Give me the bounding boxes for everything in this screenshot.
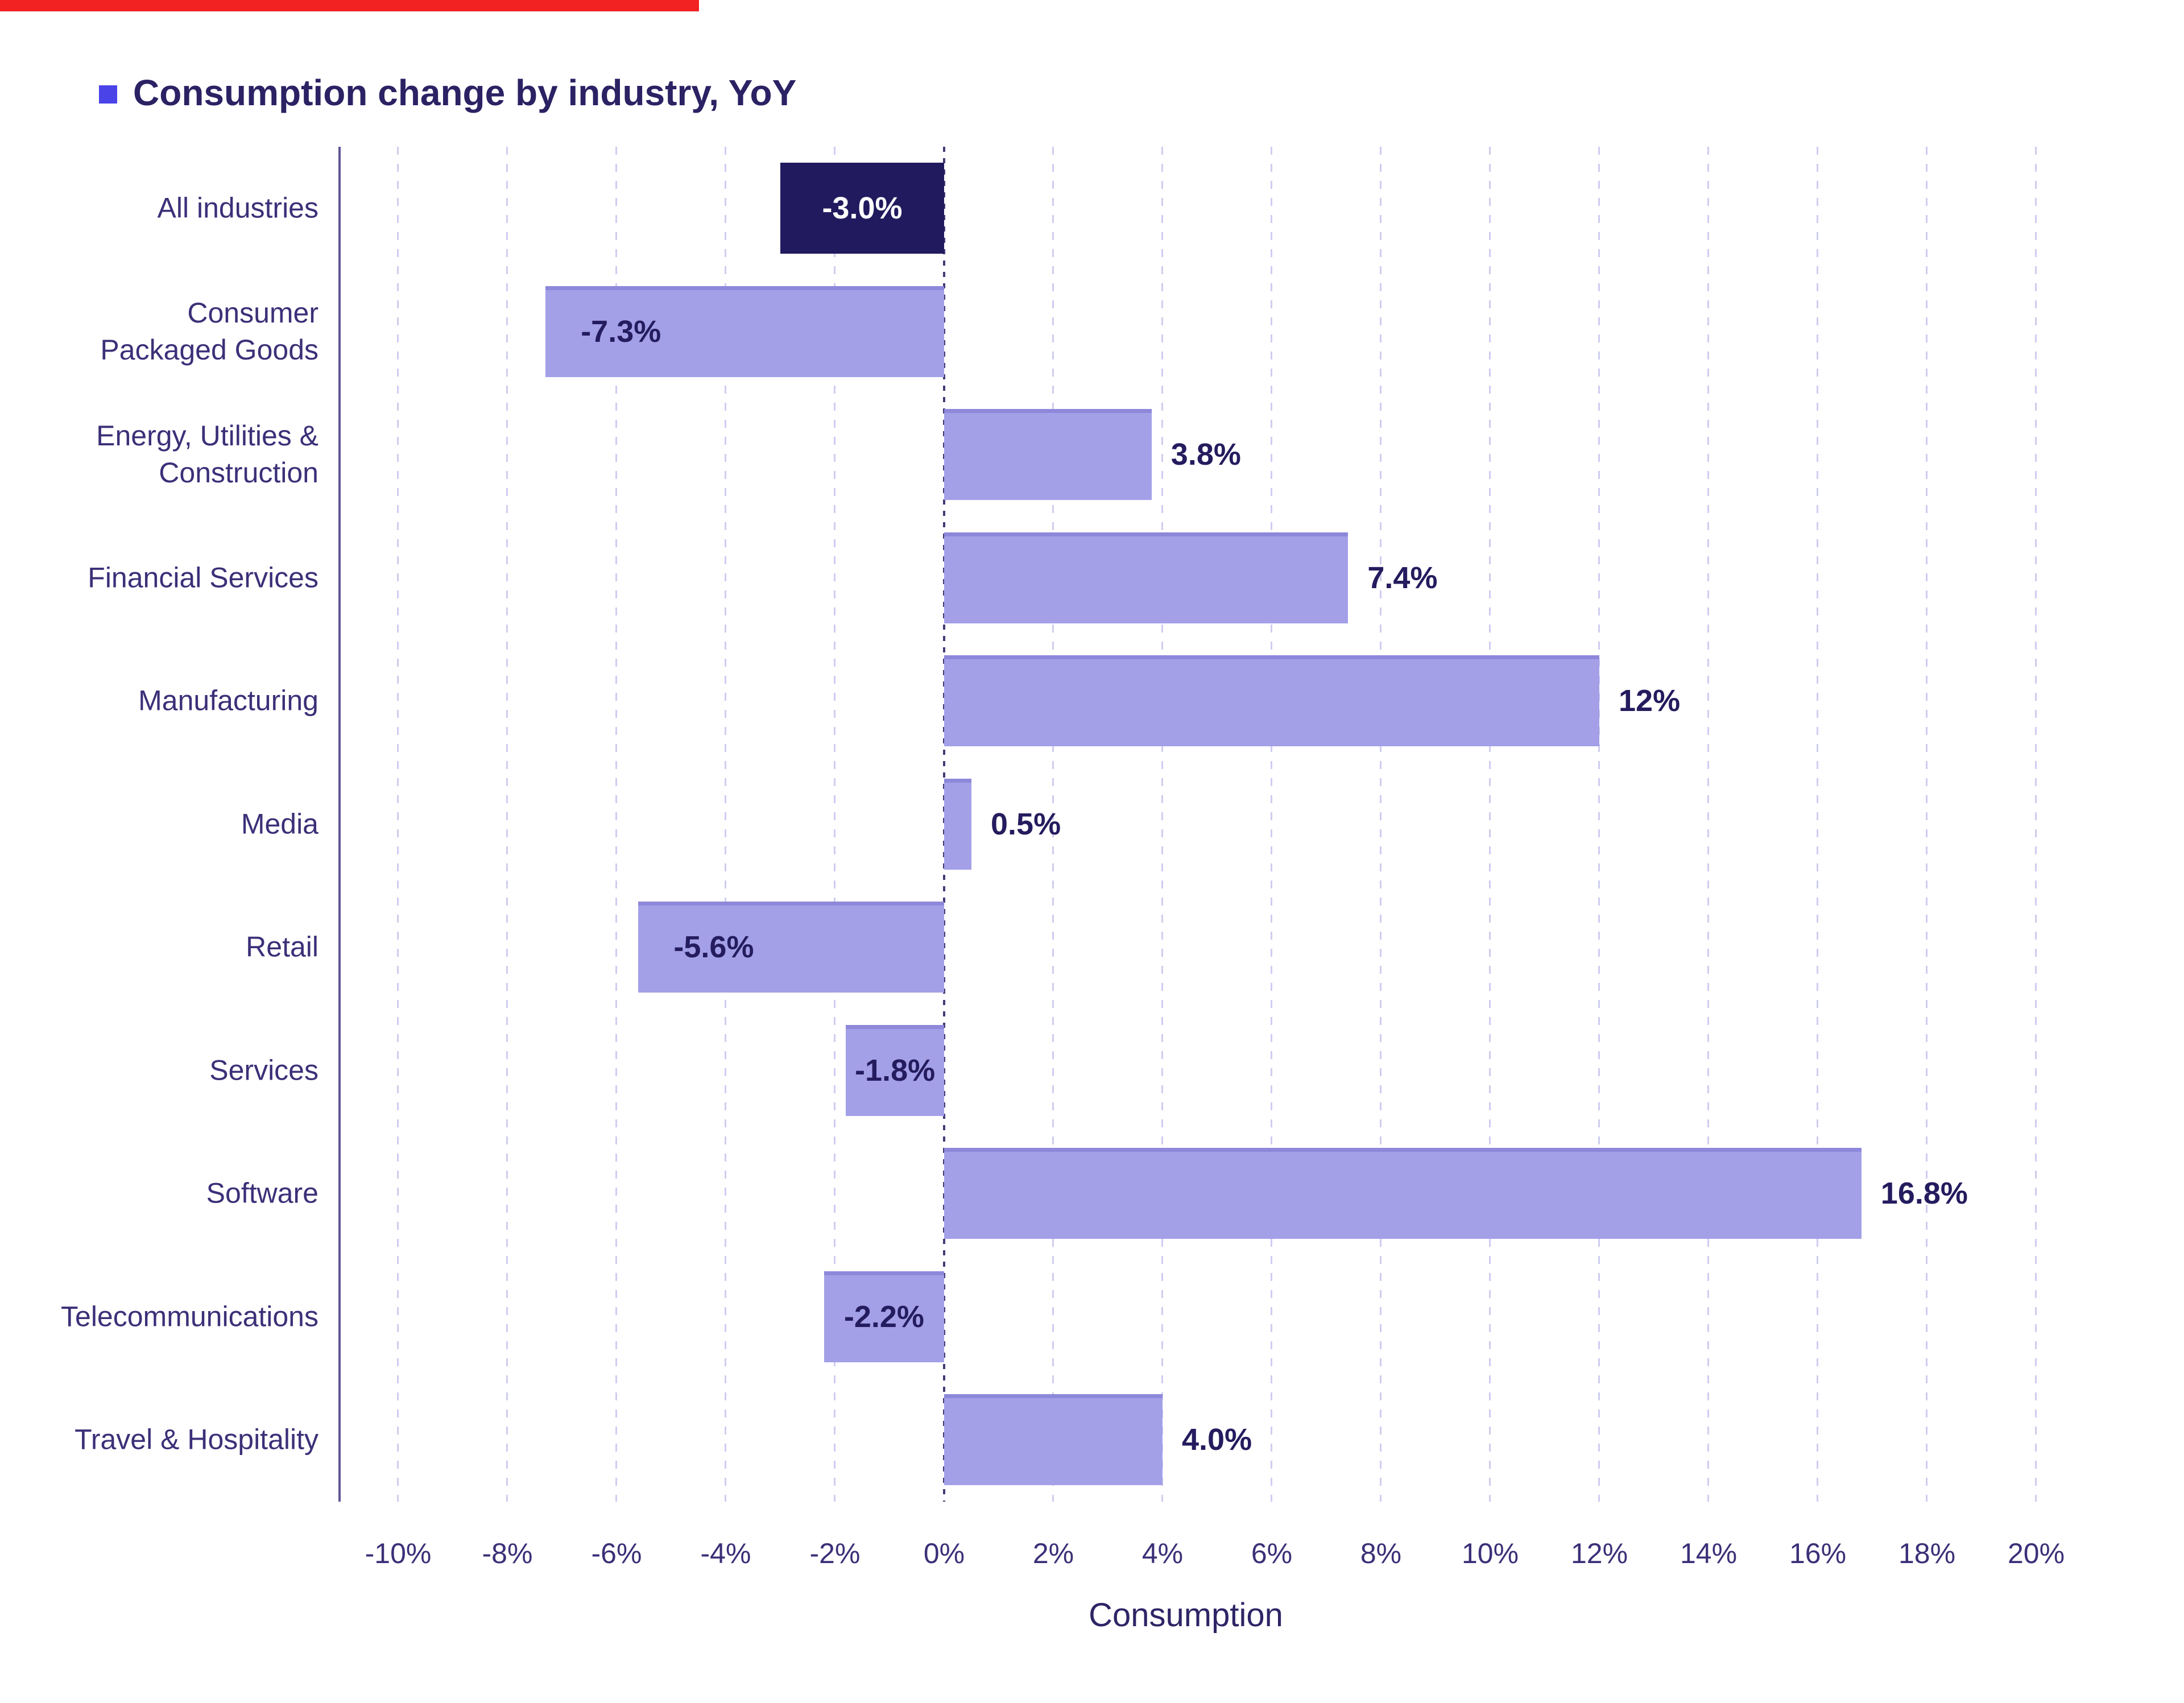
category-label: Manufacturing	[11, 683, 318, 720]
bar-value-label: 16.8%	[1880, 1176, 1968, 1210]
bar	[944, 655, 1599, 746]
gridline	[1707, 147, 1709, 1502]
category-label-line: Construction	[159, 457, 318, 489]
bar	[944, 409, 1152, 500]
bar	[944, 1148, 1862, 1239]
bar	[846, 1024, 944, 1116]
bar-value-label: 3.8%	[1170, 437, 1241, 472]
category-label-line: Manufacturing	[138, 684, 318, 717]
x-tick-label: 16%	[1789, 1537, 1847, 1569]
gridline	[1598, 147, 1600, 1502]
category-label-line: Retail	[246, 931, 318, 963]
category-label-line: Travel & Hospitality	[75, 1423, 318, 1456]
gridline	[1052, 147, 1054, 1502]
x-tick-label: 0%	[923, 1537, 965, 1569]
gridline	[1161, 147, 1163, 1502]
category-label: Travel & Hospitality	[11, 1421, 318, 1458]
bar	[824, 1271, 944, 1362]
video-progress-bar	[0, 0, 699, 11]
category-label-line: Telecommunications	[61, 1300, 318, 1332]
category-label: Financial Services	[11, 559, 318, 596]
gridline	[397, 147, 399, 1502]
category-label-line: Consumer	[187, 296, 318, 329]
x-tick-label: -8%	[482, 1537, 533, 1569]
category-label-line: Media	[241, 808, 318, 840]
category-label-line: All industries	[157, 192, 318, 224]
bar	[545, 286, 944, 377]
bar	[944, 532, 1349, 623]
category-label: Services	[11, 1052, 318, 1089]
bar-value-label: 12%	[1619, 684, 1681, 718]
category-label-line: Software	[206, 1177, 318, 1209]
legend-bullet-icon	[99, 85, 117, 104]
bar	[780, 163, 944, 254]
category-label: Energy, Utilities & Construction	[11, 418, 318, 491]
chart-title: Consumption change by industry, YoY	[133, 72, 797, 113]
x-tick-label: 18%	[1898, 1537, 1956, 1569]
x-tick-label: 14%	[1680, 1537, 1738, 1569]
x-axis-label: Consumption	[1089, 1597, 1283, 1634]
bar-value-label: -3.0%	[822, 191, 903, 225]
category-label: Software	[11, 1175, 318, 1212]
x-tick-label: 6%	[1251, 1537, 1293, 1569]
category-label: Retail	[11, 929, 318, 966]
x-tick-label: -10%	[365, 1537, 432, 1569]
x-tick-label: -2%	[809, 1537, 861, 1569]
gridline	[1489, 147, 1491, 1502]
gridline	[834, 147, 835, 1502]
category-label-line: Packaged Goods	[100, 333, 318, 366]
bar-value-label: -5.6%	[673, 930, 754, 964]
x-tick-label: -4%	[700, 1537, 751, 1569]
category-label-line: Energy, Utilities &	[96, 420, 318, 452]
gridline	[725, 147, 726, 1502]
x-tick-label: -6%	[591, 1537, 642, 1569]
gridline	[1271, 147, 1272, 1502]
category-label: Telecommunications	[11, 1298, 318, 1335]
x-tick-label: 8%	[1360, 1537, 1402, 1569]
x-tick-label: 12%	[1570, 1537, 1628, 1569]
bar	[944, 778, 971, 870]
category-label: Consumer Packaged Goods	[11, 295, 318, 369]
gridline	[615, 147, 617, 1502]
x-tick-label: 4%	[1141, 1537, 1184, 1569]
bar-value-label: -7.3%	[581, 314, 661, 349]
bar-value-label: 0.5%	[991, 807, 1061, 841]
x-tick-label: 2%	[1032, 1537, 1074, 1569]
chart-header: Consumption change by industry, YoY	[99, 72, 796, 114]
category-label: Media	[11, 805, 318, 842]
gridline	[506, 147, 508, 1502]
x-tick-label: 20%	[2007, 1537, 2065, 1569]
bar	[944, 1394, 1163, 1485]
category-label-line: Financial Services	[88, 561, 318, 593]
gridline	[1817, 147, 1818, 1502]
bar-value-label: -2.2%	[843, 1299, 924, 1334]
bar-value-label: 4.0%	[1182, 1423, 1252, 1457]
bar-value-label: 7.4%	[1367, 560, 1438, 595]
gridline	[2035, 147, 2037, 1502]
gridline	[1380, 147, 1381, 1502]
x-tick-label: 10%	[1461, 1537, 1519, 1569]
gridline	[1926, 147, 1927, 1502]
category-label-line: Services	[209, 1054, 318, 1086]
bar	[638, 902, 944, 993]
bar-value-label: -1.8%	[855, 1053, 936, 1088]
category-label: All industries	[11, 190, 318, 227]
y-axis-line	[338, 147, 341, 1502]
